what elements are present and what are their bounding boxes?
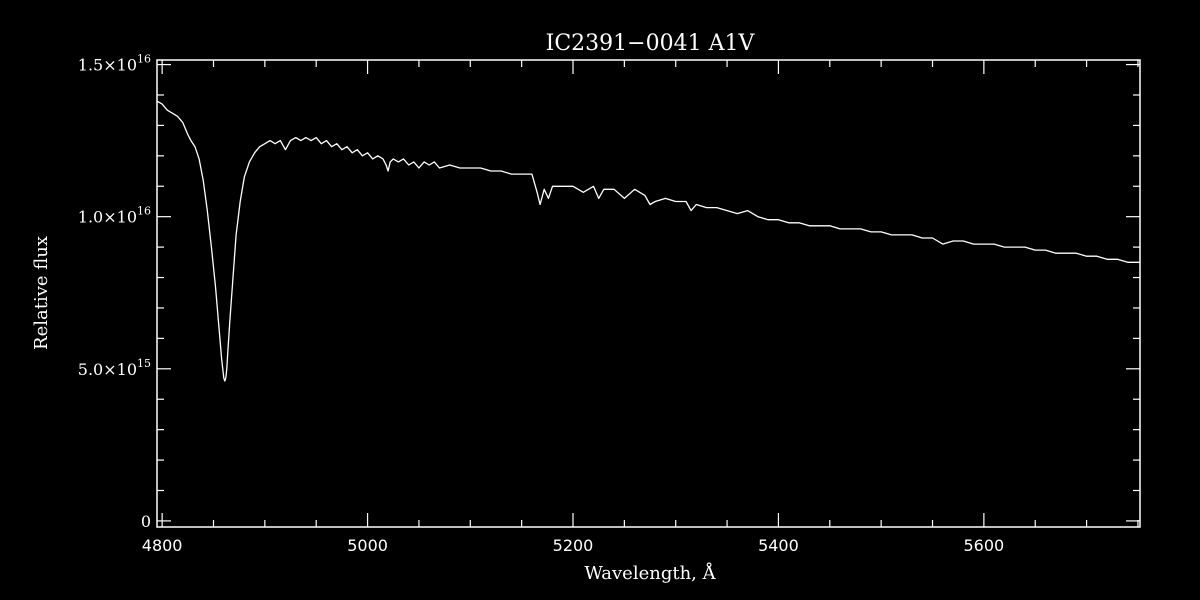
y-tick-label: 1.5×1016 xyxy=(78,53,151,75)
x-tick-label: 5200 xyxy=(553,536,594,555)
chart-title: IC2391−0041 A1V xyxy=(546,31,756,56)
x-tick-label: 5000 xyxy=(347,536,388,555)
y-axis-label: Relative flux xyxy=(31,236,52,350)
ticks-layer xyxy=(157,60,1140,527)
tick-labels-layer: 4800 5000 5200 5400 5600 0 5.0×1015 1.0×1016 1.5… xyxy=(78,53,1004,555)
y-tick-label: 5.0×1015 xyxy=(78,357,151,379)
x-tick-label: 5400 xyxy=(758,536,799,555)
x-axis-label: Wavelength, Å xyxy=(584,562,716,584)
y-tick-label: 1.0×1016 xyxy=(78,205,151,227)
x-tick-label: 5600 xyxy=(964,536,1005,555)
spectrum-line xyxy=(156,100,1140,382)
plot-frame xyxy=(156,59,1141,528)
x-tick-label: 4800 xyxy=(142,536,183,555)
y-tick-label: 0 xyxy=(141,512,151,531)
